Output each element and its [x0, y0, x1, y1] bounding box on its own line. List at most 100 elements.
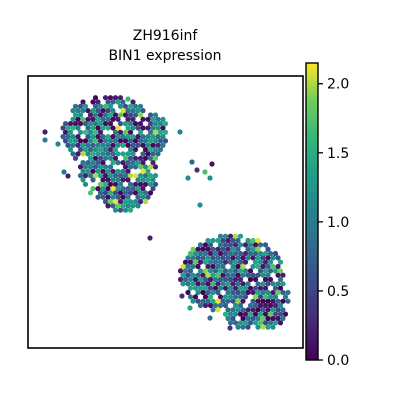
cell-point	[242, 294, 249, 300]
cell-point	[265, 315, 271, 322]
cell-point	[200, 298, 206, 304]
cell-point	[235, 298, 241, 304]
cell-point	[112, 181, 119, 187]
cell-point	[90, 108, 96, 114]
cell-point	[127, 207, 134, 213]
cell-point	[142, 190, 149, 196]
cell-point	[122, 103, 129, 109]
cell-point	[65, 134, 71, 140]
cell-point	[127, 121, 134, 127]
cell-point	[280, 298, 286, 304]
cell-point	[212, 250, 219, 257]
cell-point	[87, 190, 94, 196]
cell-point	[265, 246, 271, 252]
cell-point	[137, 164, 144, 170]
cell-point	[177, 276, 184, 283]
cell-point	[230, 307, 236, 313]
cell-point	[147, 173, 154, 179]
cell-point	[90, 125, 96, 131]
cell-point	[255, 289, 261, 296]
cell-point	[137, 190, 144, 196]
cell-point	[90, 177, 96, 183]
cell-point	[82, 103, 89, 109]
cell-point	[267, 320, 274, 326]
cell-point	[220, 255, 226, 261]
cell-point	[207, 276, 214, 283]
cell-point	[237, 242, 244, 248]
cell-point	[275, 315, 281, 322]
cell-point	[87, 112, 94, 118]
cell-point	[190, 255, 196, 261]
cell-point	[125, 116, 131, 122]
cell-point	[265, 307, 271, 313]
cell-point	[102, 181, 109, 187]
cell-point	[85, 168, 91, 174]
cell-point	[237, 250, 244, 257]
cell-point	[107, 173, 114, 179]
cell-point	[212, 302, 219, 309]
cell-point	[95, 125, 101, 131]
cell-point	[227, 268, 234, 274]
cell-point	[217, 233, 224, 239]
cell-point	[150, 186, 156, 192]
cell-point	[232, 311, 239, 317]
cell-point	[80, 160, 86, 166]
cell-point	[155, 151, 161, 157]
cell-point	[102, 95, 109, 101]
cell-point	[137, 138, 144, 144]
cell-point	[117, 95, 124, 101]
cell-point	[282, 294, 289, 300]
cell-point	[147, 155, 154, 161]
cell-point	[225, 255, 231, 261]
cell-point	[75, 108, 81, 114]
cell-point	[115, 125, 121, 131]
cell-point	[225, 246, 231, 252]
cell-point	[194, 167, 200, 173]
cell-point	[217, 268, 224, 274]
cell-point	[70, 116, 76, 122]
cell-point	[225, 289, 231, 296]
cell-point	[70, 151, 76, 157]
cell-point	[240, 324, 246, 330]
cell-point	[217, 250, 224, 257]
cell-point	[262, 320, 269, 326]
cell-point	[87, 155, 94, 161]
cell-point	[147, 121, 154, 127]
cell-point	[122, 121, 129, 127]
cell-point	[265, 272, 271, 278]
cell-point	[187, 250, 194, 257]
cell-point	[117, 112, 124, 118]
cell-point	[245, 324, 251, 330]
cell-point	[265, 281, 271, 287]
cell-point	[117, 173, 124, 179]
cell-point	[127, 173, 134, 179]
cell-point	[185, 281, 191, 287]
cell-point	[230, 289, 236, 296]
cell-point	[235, 272, 241, 278]
cell-point	[125, 96, 131, 102]
cell-point	[192, 285, 199, 291]
cell-point	[115, 160, 121, 166]
cell-point	[90, 186, 96, 192]
cell-point	[252, 302, 259, 309]
cell-point	[100, 125, 106, 131]
cell-point	[110, 134, 116, 140]
cell-point	[215, 307, 221, 313]
cell-point	[192, 294, 199, 300]
cell-point	[152, 121, 159, 127]
cell-point	[92, 138, 99, 144]
cell-point	[220, 272, 226, 278]
cell-point	[120, 151, 126, 157]
cell-point	[232, 250, 239, 257]
cell-point	[105, 116, 111, 122]
cell-point	[102, 147, 109, 153]
cell-point	[102, 199, 109, 205]
cell-point	[107, 155, 114, 161]
cell-point	[195, 272, 201, 278]
cell-point	[152, 147, 159, 153]
cell-point	[127, 112, 134, 118]
cell-point	[275, 281, 281, 287]
cell-point	[275, 307, 281, 313]
cell-point	[150, 177, 156, 183]
cell-point	[187, 285, 194, 291]
